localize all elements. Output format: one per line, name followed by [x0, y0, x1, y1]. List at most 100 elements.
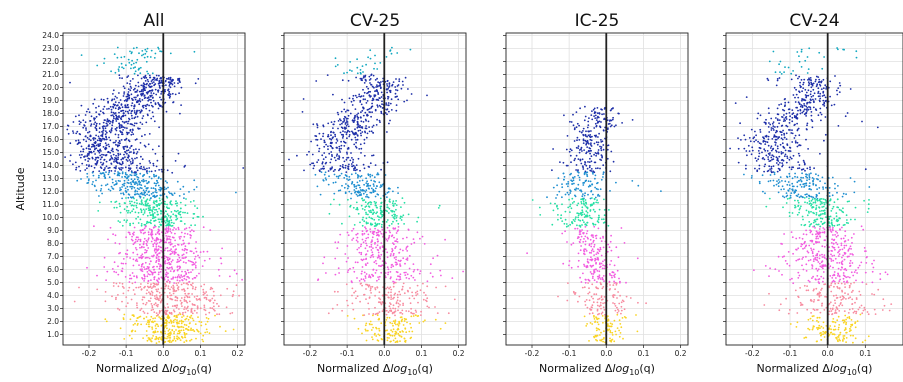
scatter-point	[385, 238, 388, 241]
x-axis-label: Normalized Δlog10(q)	[96, 362, 212, 377]
scatter-point	[113, 270, 116, 273]
scatter-point	[126, 185, 129, 188]
scatter-point	[396, 230, 399, 233]
scatter-point	[394, 341, 397, 344]
scatter-point	[111, 295, 113, 298]
scatter-point	[375, 204, 377, 207]
scatter-point	[132, 234, 135, 236]
scatter-point	[394, 86, 397, 88]
scatter-point	[136, 151, 139, 153]
scatter-point	[127, 94, 130, 97]
scatter-point	[181, 288, 184, 291]
scatter-point	[140, 254, 143, 257]
scatter-point	[141, 50, 144, 52]
scatter-point	[135, 148, 137, 151]
scatter-point	[185, 339, 188, 342]
scatter-point	[180, 243, 183, 246]
scatter-point	[599, 265, 602, 268]
scatter-point	[123, 182, 126, 185]
scatter-point	[152, 187, 155, 190]
scatter-point	[598, 195, 601, 197]
scatter-point	[140, 231, 143, 234]
scatter-point	[345, 120, 348, 122]
scatter-point	[112, 119, 114, 122]
scatter-point	[166, 219, 168, 222]
scatter-point	[391, 210, 394, 212]
scatter-point	[167, 81, 170, 83]
x-tick-label: 0.0	[600, 349, 612, 358]
scatter-point	[150, 228, 153, 231]
scatter-point	[362, 88, 364, 91]
scatter-point	[209, 299, 212, 302]
scatter-point	[90, 115, 93, 118]
scatter-point	[153, 77, 156, 79]
scatter-point	[354, 128, 356, 131]
scatter-point	[78, 123, 81, 125]
x-tick-label: 0.0	[378, 349, 390, 358]
scatter-point	[117, 171, 119, 173]
scatter-point	[400, 311, 402, 314]
scatter-point	[167, 272, 169, 275]
scatter-point	[410, 315, 413, 318]
scatter-point	[396, 341, 399, 343]
scatter-point	[109, 122, 111, 125]
scatter-point	[78, 154, 81, 156]
scatter-point	[389, 201, 391, 203]
scatter-point	[132, 88, 135, 91]
scatter-point	[190, 307, 193, 310]
scatter-point	[399, 217, 402, 220]
scatter-point	[401, 288, 404, 291]
scatter-point	[150, 315, 153, 318]
scatter-point	[136, 202, 138, 205]
scatter-point	[103, 256, 106, 259]
scatter-point	[359, 186, 361, 189]
scatter-point	[180, 301, 183, 304]
scatter-point	[353, 189, 356, 191]
scatter-point	[370, 292, 372, 294]
scatter-point	[135, 204, 138, 207]
scatter-point	[612, 284, 615, 286]
scatter-point	[625, 295, 628, 298]
scatter-point	[135, 61, 138, 64]
scatter-point	[148, 199, 151, 202]
scatter-point	[149, 162, 152, 164]
scatter-point	[386, 80, 389, 82]
scatter-point	[99, 144, 101, 147]
scatter-point	[329, 203, 332, 206]
scatter-point	[619, 332, 622, 334]
scatter-point	[81, 153, 83, 156]
scatter-point	[130, 298, 133, 301]
scatter-point	[198, 256, 201, 259]
scatter-point	[332, 181, 335, 184]
scatter-point	[603, 267, 606, 270]
scatter-point	[157, 303, 159, 306]
scatter-point	[609, 337, 611, 340]
scatter-point	[355, 139, 357, 141]
scatter-point	[94, 126, 97, 129]
scatter-point	[131, 123, 134, 126]
scatter-point	[388, 316, 391, 319]
scatter-point	[396, 215, 398, 217]
scatter-point	[411, 330, 414, 333]
scatter-point	[93, 123, 95, 125]
scatter-point	[392, 280, 394, 283]
scatter-point	[395, 245, 397, 248]
scatter-point	[160, 336, 163, 338]
scatter-point	[601, 287, 604, 290]
scatter-point	[130, 112, 133, 115]
scatter-point	[367, 201, 370, 204]
scatter-point	[104, 291, 107, 293]
scatter-point	[360, 152, 362, 154]
scatter-point	[88, 152, 91, 155]
scatter-point	[164, 79, 167, 82]
scatter-point	[167, 285, 170, 287]
scatter-point	[620, 305, 623, 308]
scatter-point	[610, 260, 613, 262]
scatter-point	[142, 213, 145, 216]
scatter-point	[140, 199, 143, 202]
scatter-point	[114, 95, 117, 98]
scatter-point	[115, 271, 118, 274]
scatter-point	[375, 98, 378, 101]
scatter-point	[386, 196, 388, 199]
scatter-point	[167, 227, 170, 230]
